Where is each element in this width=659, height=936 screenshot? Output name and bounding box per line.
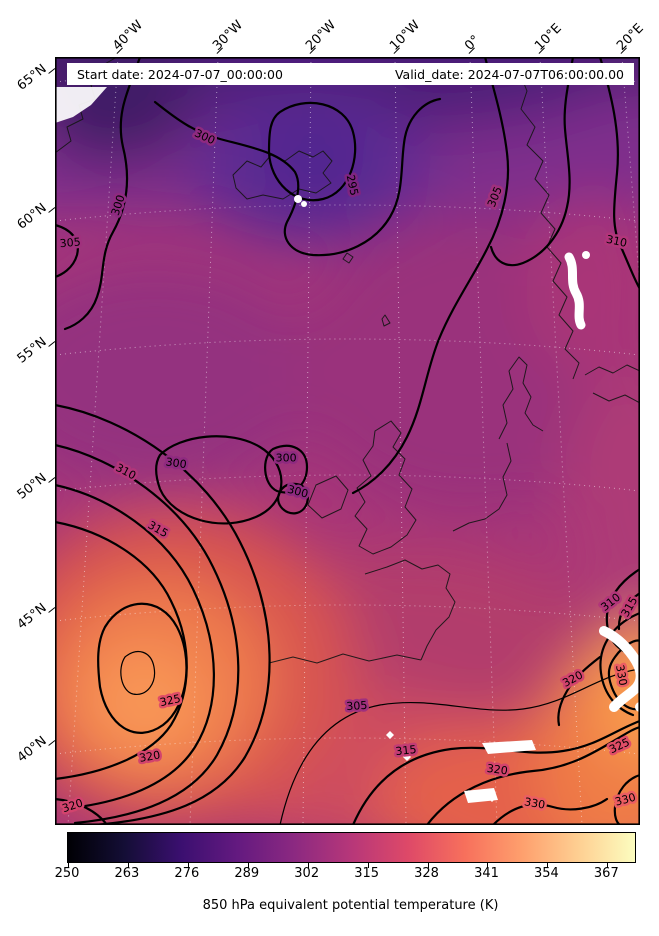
colorbar-tick-mark [127, 863, 129, 868]
colorbar-tick-label: 302 [294, 866, 320, 881]
contour-label: 320 [486, 762, 509, 778]
contour-label: 300 [276, 451, 297, 464]
graticule [55, 57, 640, 825]
contour-label: 330 [523, 795, 546, 811]
colorbar-ticks: 250 263 276 289 302 315 328 341 354 367 [55, 866, 634, 882]
lat-tick-label: 50°N [14, 470, 50, 503]
colorbar-tick-label: 367 [593, 866, 619, 881]
lat-tick-label: 55°N [14, 334, 50, 367]
missing-data-patches [55, 87, 640, 803]
lat-tick-label: 40°N [14, 733, 50, 766]
contour-label: 315 [395, 743, 417, 758]
valid-date-text: Valid_date: 2024-07-07T06:00:00.00 [394, 66, 624, 82]
colorbar-tick-mark [607, 863, 609, 868]
lat-tick-label: 65°N [14, 61, 50, 94]
colorbar-tick-label: 315 [354, 866, 380, 881]
colorbar-tick-label: 341 [474, 866, 499, 881]
lon-tick-mark [538, 47, 546, 55]
colorbar-tick-mark [247, 863, 249, 868]
colorbar-tick-mark [68, 863, 69, 868]
lon-tick-mark [393, 47, 400, 55]
colorbar-tick-mark [487, 863, 489, 868]
colorbar [67, 832, 636, 868]
contour-label: 320 [138, 748, 161, 764]
lon-tick-label: 20°W [303, 17, 340, 54]
colorbar-tick-label: 354 [533, 866, 559, 881]
colorbar-tick-mark [307, 863, 309, 868]
lon-tick-label: 30°W [210, 17, 247, 54]
colorbar-tick-mark [187, 863, 189, 868]
lon-tick-mark [216, 47, 224, 55]
colorbar-tick-mark [427, 863, 429, 868]
contour-label: 305 [59, 235, 81, 250]
lon-tick-label: 20°E [613, 20, 647, 54]
contour-label: 305 [346, 699, 368, 713]
colorbar-tick-label: 289 [234, 866, 260, 881]
colorbar-tick-label: 276 [174, 866, 200, 881]
contour-label: 300 [165, 455, 188, 471]
colorbar-label: 850 hPa equivalent potential temperature… [202, 898, 499, 913]
lon-tick-label: 0° [461, 32, 483, 54]
title-band: Start date: 2024-07-07_00:00:00 Valid_da… [67, 63, 634, 85]
lat-tick-label: 45°N [14, 600, 50, 633]
contour-label: 295 [344, 174, 361, 197]
colorbar-tick-mark [547, 863, 549, 868]
lon-tick-mark [309, 47, 317, 55]
lon-tick-label: 40°W [110, 17, 147, 54]
lat-tick-label: 60°N [14, 200, 50, 233]
lon-tick-mark [116, 47, 124, 55]
start-date-text: Start date: 2024-07-07_00:00:00 [77, 66, 283, 82]
contour-label: 330 [613, 664, 629, 687]
lon-tick-mark [620, 47, 627, 55]
colorbar-tick-label: 250 [54, 866, 80, 881]
colorbar-tick-label: 263 [114, 866, 140, 881]
lon-tick-mark [468, 47, 475, 55]
contour-lines [55, 57, 640, 825]
lon-tick-label: 10°W [386, 17, 423, 54]
lon-tick-label: 10°E [532, 20, 565, 54]
colorbar-tick-mark [367, 863, 369, 868]
map-border [55, 57, 640, 825]
map-area: 295 300 300 305 305 310 300 300 300 310 315 325 320 3… [55, 57, 640, 825]
colorbar-tick-label: 328 [414, 866, 439, 881]
